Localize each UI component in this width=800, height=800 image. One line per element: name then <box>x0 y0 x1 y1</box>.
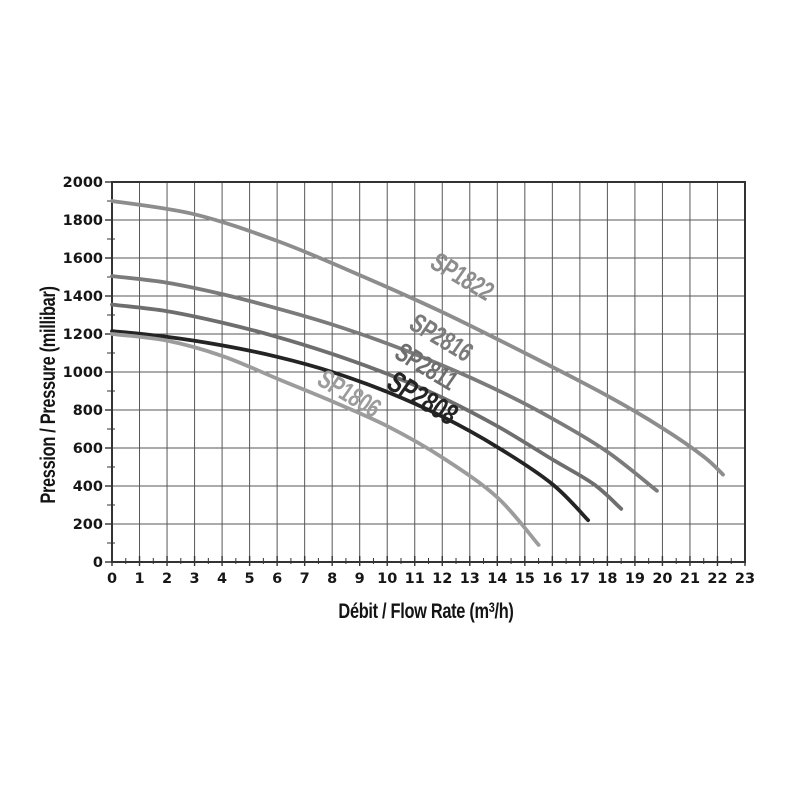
x-tick-label: 13 <box>460 571 480 587</box>
x-tick-label: 21 <box>680 571 700 587</box>
x-tick-label: 8 <box>327 571 337 587</box>
x-tick-label: 19 <box>625 571 645 587</box>
y-tick-label: 0 <box>93 555 103 571</box>
y-axis-title-text: Pression / Pressure (millibar) <box>37 286 60 504</box>
x-axis-title: Débit / Flow Rate (m3/h) <box>314 599 539 624</box>
x-tick-label: 22 <box>707 571 727 587</box>
y-tick-label: 1200 <box>63 327 103 343</box>
y-axis-title: Pression / Pressure (millibar) <box>37 256 61 535</box>
x-axis-title-post: /h) <box>494 600 514 623</box>
y-tick-label: 800 <box>73 403 103 419</box>
x-axis-title-superscript: 3 <box>488 599 495 615</box>
x-axis-title-pre: Débit / Flow Rate (m <box>338 600 489 623</box>
y-tick-label: 1000 <box>63 365 103 381</box>
curve-SP2811 <box>110 302 624 511</box>
y-tick-label: 600 <box>73 441 103 457</box>
y-tick-label: 1600 <box>63 251 103 267</box>
x-tick-label: 5 <box>245 571 255 587</box>
x-tick-label: 4 <box>217 571 227 587</box>
y-tick-label: 1800 <box>63 213 103 229</box>
x-tick-label: 7 <box>300 571 310 587</box>
x-tick-label: 16 <box>542 571 562 587</box>
x-axis-title-text: Débit / Flow Rate (m3/h) <box>338 599 514 624</box>
x-tick-label: 15 <box>515 571 535 587</box>
y-tick-label: 200 <box>73 517 103 533</box>
x-tick-label: 12 <box>432 571 452 587</box>
curve-SP2808 <box>110 329 590 523</box>
x-tick-label: 1 <box>134 571 144 587</box>
plot-border <box>111 181 746 563</box>
x-tick-label: 23 <box>735 571 755 587</box>
x-tick-label: 11 <box>405 571 425 587</box>
x-tick-label: 14 <box>487 571 507 587</box>
y-tick-label: 1400 <box>63 289 103 305</box>
x-tick-label: 0 <box>107 571 117 587</box>
x-tick-label: 9 <box>355 571 365 587</box>
curve-SP1822 <box>110 199 725 477</box>
y-tick-label: 2000 <box>63 175 103 191</box>
x-tick-label: 17 <box>570 571 590 587</box>
curve-SP1806 <box>110 332 541 547</box>
y-tick-label: 400 <box>73 479 103 495</box>
x-tick-label: 2 <box>162 571 172 587</box>
curve-SP2816 <box>110 274 659 493</box>
x-tick-label: 18 <box>597 571 617 587</box>
x-tick-label: 6 <box>272 571 282 587</box>
x-tick-label: 3 <box>190 571 200 587</box>
x-tick-label: 10 <box>377 571 397 587</box>
x-tick-label: 20 <box>652 571 672 587</box>
